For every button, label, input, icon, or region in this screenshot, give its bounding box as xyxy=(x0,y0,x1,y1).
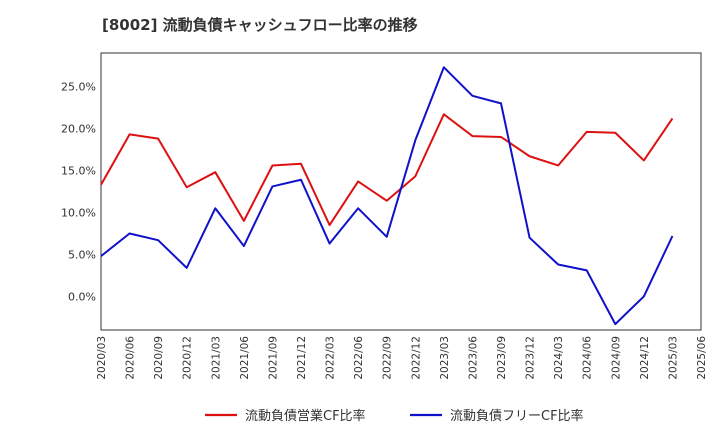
x-tick-label: 2023/09 xyxy=(496,336,508,380)
x-tick-label: 2023/03 xyxy=(439,336,451,380)
x-tick-label: 2021/12 xyxy=(296,336,308,380)
legend: 流動負債営業CF比率 流動負債フリーCF比率 xyxy=(205,408,584,424)
y-tick-label: 20.0% xyxy=(61,123,96,136)
x-tick-label: 2020/03 xyxy=(96,336,108,380)
x-tick-label: 2023/06 xyxy=(467,336,479,380)
x-tick-label: 2024/09 xyxy=(610,336,622,380)
y-tick-label: 10.0% xyxy=(61,206,96,219)
chart-title: [8002] 流動負債キャッシュフロー比率の推移 xyxy=(102,16,418,34)
x-tick-label: 2022/12 xyxy=(410,336,422,380)
x-tick-label: 2021/03 xyxy=(210,336,222,380)
legend-label-2: 流動負債フリーCF比率 xyxy=(450,408,584,424)
y-tick-label: 25.0% xyxy=(61,81,96,94)
x-tick-label: 2025/06 xyxy=(696,336,708,380)
x-tick-label: 2024/12 xyxy=(639,336,651,380)
y-tick-label: 5.0% xyxy=(68,248,96,261)
series-line-2 xyxy=(100,66,674,326)
x-tick-label: 2022/09 xyxy=(382,336,394,380)
x-tick-label: 2020/09 xyxy=(153,336,165,380)
x-tick-label: 2021/06 xyxy=(239,336,251,380)
x-tick-label: 2024/03 xyxy=(553,336,565,380)
y-tick-label: 15.0% xyxy=(61,165,96,178)
x-tick-label: 2022/06 xyxy=(353,336,365,380)
y-tick-label: 0.0% xyxy=(68,290,96,303)
x-tick-label: 2023/12 xyxy=(525,336,537,380)
x-tick-label: 2025/03 xyxy=(667,336,679,380)
x-tick-label: 2020/12 xyxy=(182,336,194,380)
legend-label-1: 流動負債営業CF比率 xyxy=(245,408,366,424)
x-tick-label: 2024/06 xyxy=(582,336,594,380)
axes: 0.0% 5.0% 10.0% 15.0% 20.0% 25.0% 2020/03 2020/… xyxy=(61,52,708,380)
x-tick-label: 2021/09 xyxy=(267,336,279,380)
series-lines xyxy=(100,66,674,326)
x-tick-label: 2020/06 xyxy=(125,336,137,380)
series-line-1 xyxy=(100,113,674,227)
x-tick-label: 2022/03 xyxy=(325,336,337,380)
